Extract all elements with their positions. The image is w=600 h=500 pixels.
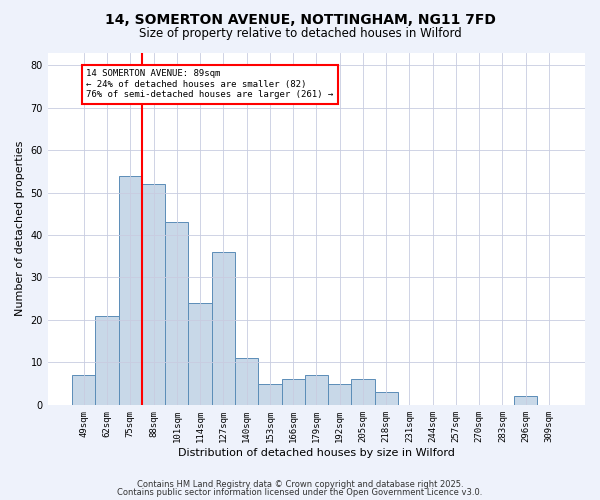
Bar: [212, 252, 235, 405]
Text: 14, SOMERTON AVENUE, NOTTINGHAM, NG11 7FD: 14, SOMERTON AVENUE, NOTTINGHAM, NG11 7F…: [104, 12, 496, 26]
Bar: [514, 396, 538, 405]
Bar: [374, 392, 398, 405]
Text: 14 SOMERTON AVENUE: 89sqm
← 24% of detached houses are smaller (82)
76% of semi-: 14 SOMERTON AVENUE: 89sqm ← 24% of detac…: [86, 70, 334, 100]
Bar: [235, 358, 258, 405]
Bar: [165, 222, 188, 405]
Bar: [351, 380, 374, 405]
X-axis label: Distribution of detached houses by size in Wilford: Distribution of detached houses by size …: [178, 448, 455, 458]
Bar: [258, 384, 281, 405]
Text: Size of property relative to detached houses in Wilford: Size of property relative to detached ho…: [139, 28, 461, 40]
Bar: [142, 184, 165, 405]
Bar: [72, 375, 95, 405]
Bar: [328, 384, 351, 405]
Text: Contains HM Land Registry data © Crown copyright and database right 2025.: Contains HM Land Registry data © Crown c…: [137, 480, 463, 489]
Bar: [281, 380, 305, 405]
Text: Contains public sector information licensed under the Open Government Licence v3: Contains public sector information licen…: [118, 488, 482, 497]
Bar: [95, 316, 119, 405]
Y-axis label: Number of detached properties: Number of detached properties: [15, 141, 25, 316]
Bar: [119, 176, 142, 405]
Bar: [305, 375, 328, 405]
Bar: [188, 303, 212, 405]
